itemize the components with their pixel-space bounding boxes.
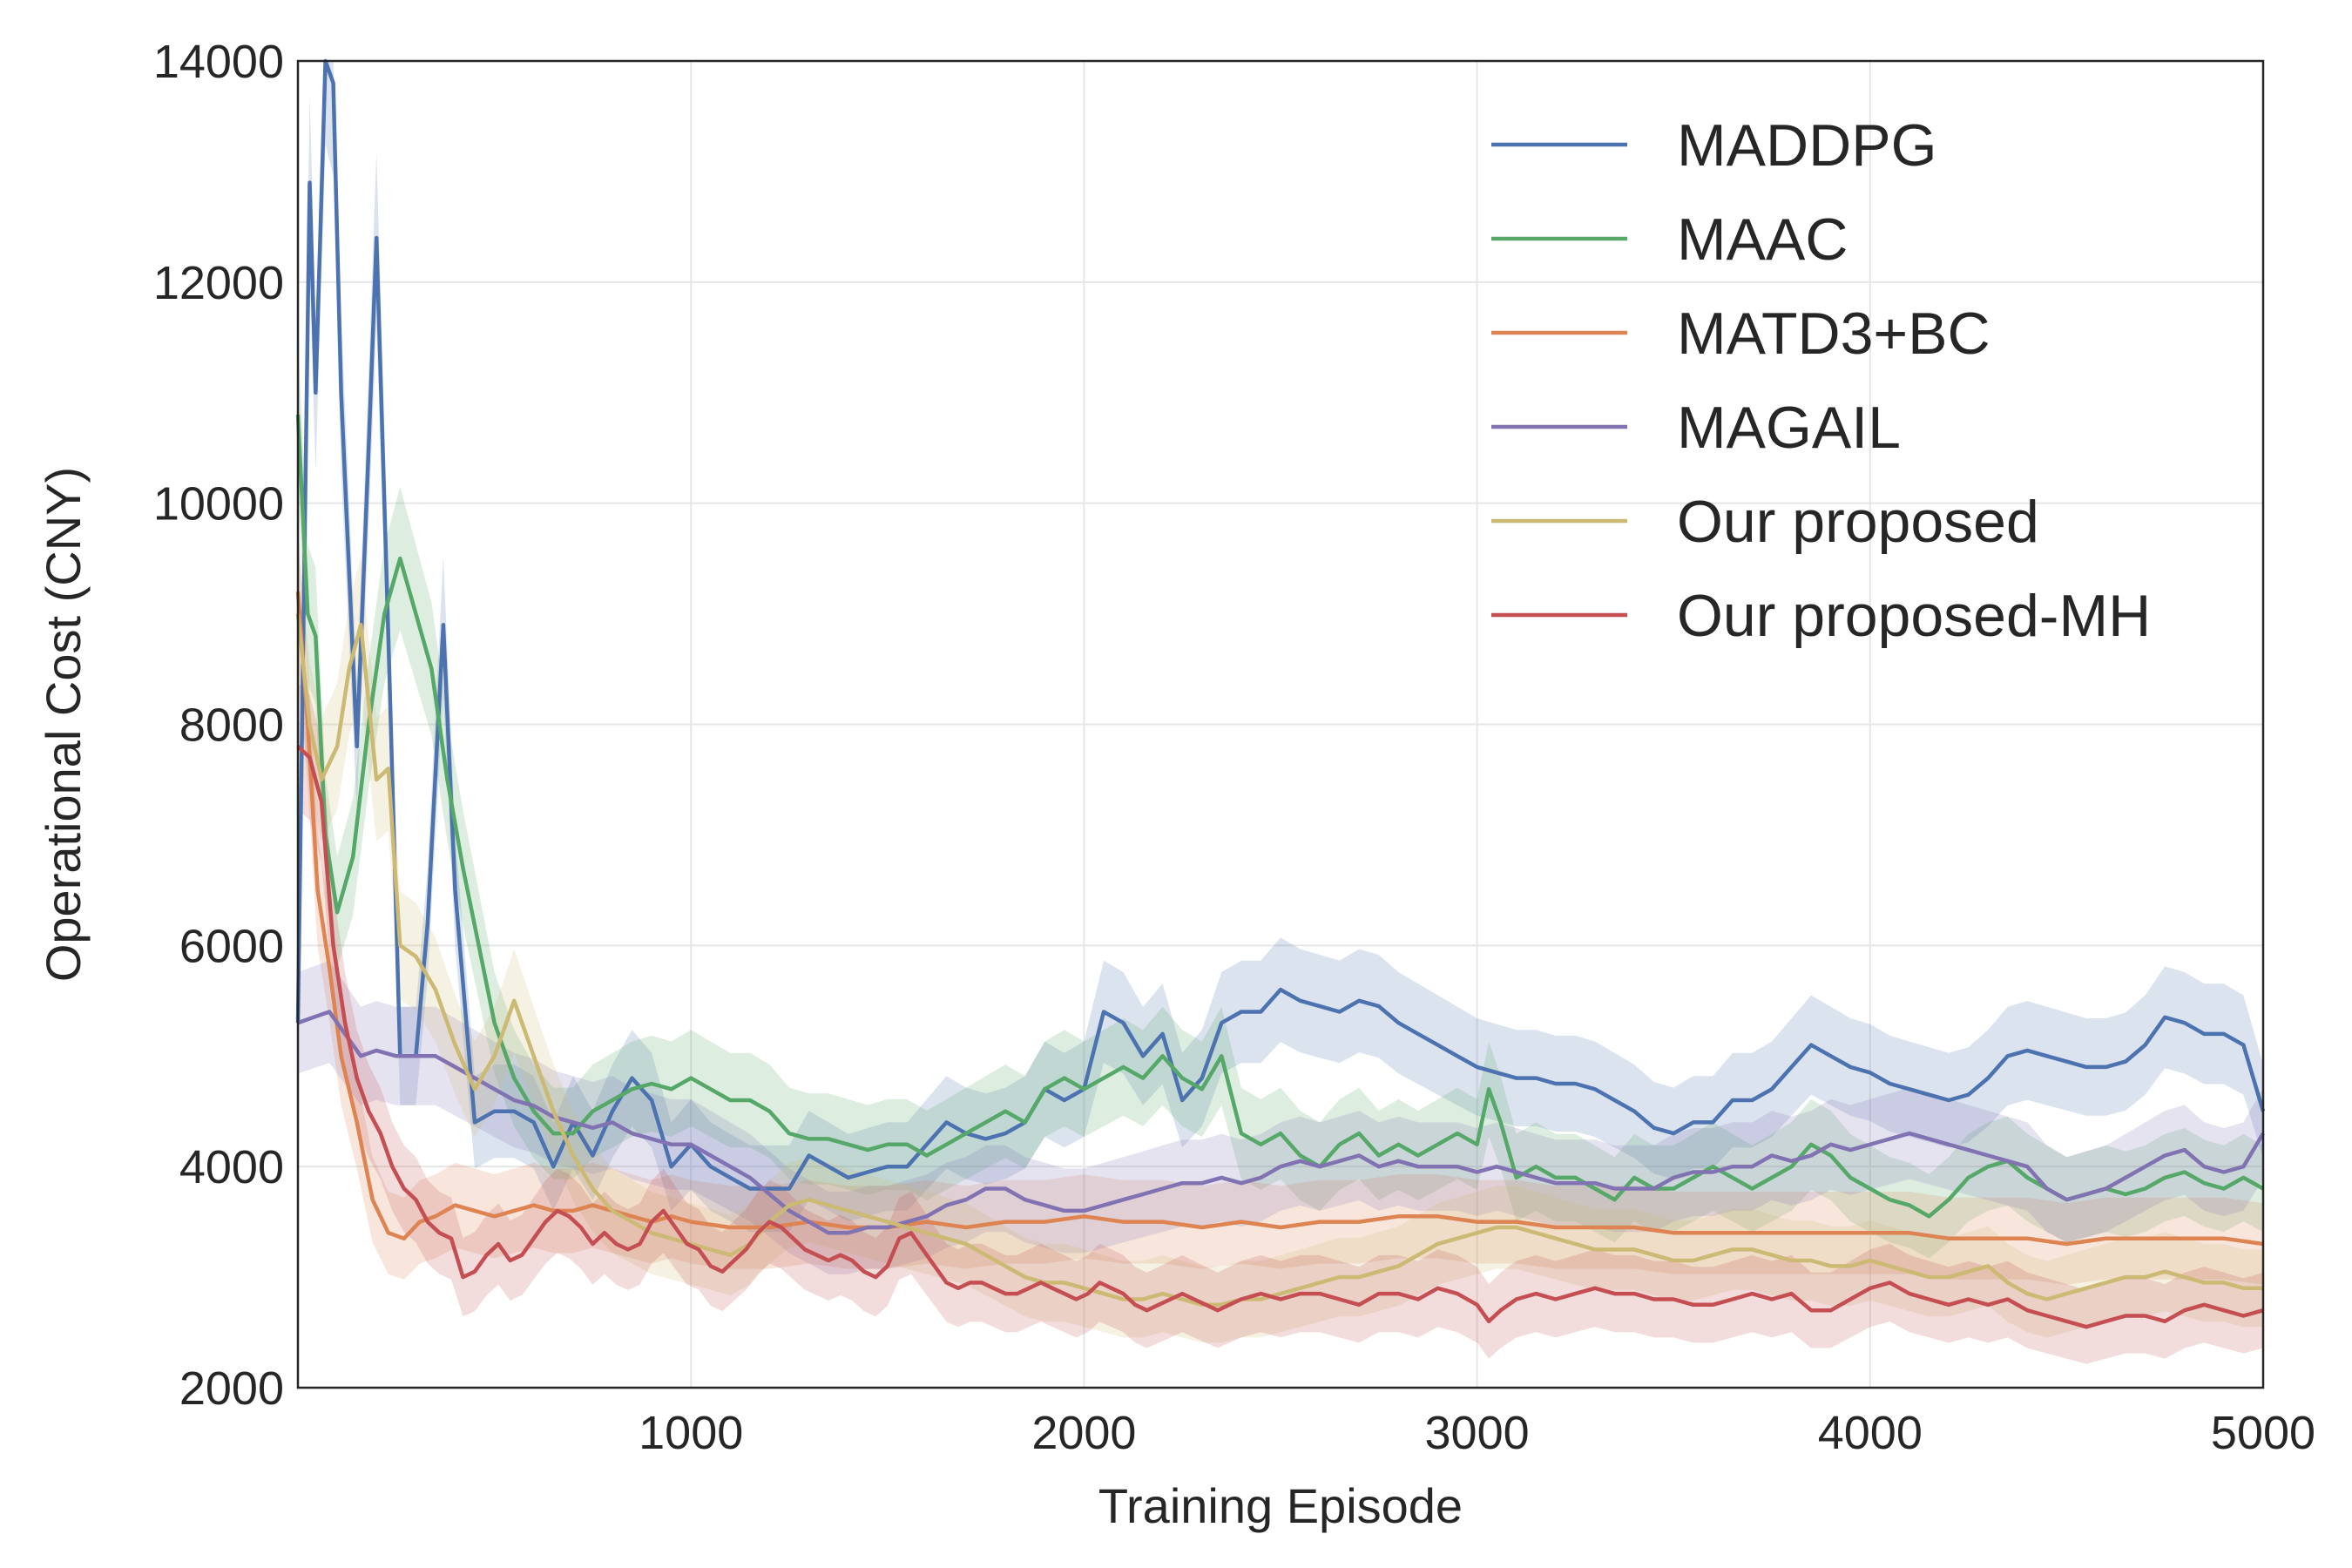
our-proposed-band xyxy=(298,544,2263,1343)
legend-label-maddpg: MADDPG xyxy=(1677,112,1936,179)
x-tick-label: 1000 xyxy=(639,1407,743,1459)
our-proposed-mh-line xyxy=(296,745,2264,1329)
y-axis-ticks: 2000 4000 6000 8000 10000 12000 14000 xyxy=(153,36,284,1415)
x-axis-title: Training Episode xyxy=(1098,1478,1463,1533)
x-tick-label: 4000 xyxy=(1818,1407,1923,1459)
y-tick-label: 12000 xyxy=(153,257,284,309)
confidence-bands xyxy=(298,61,2263,1364)
maac-band xyxy=(298,336,2263,1259)
maddpg-band xyxy=(298,61,2263,1233)
legend-label-magail: MAGAIL xyxy=(1677,395,1901,461)
x-tick-label: 3000 xyxy=(1425,1407,1530,1459)
legend-label-our-proposed: Our proposed xyxy=(1677,489,2039,555)
x-axis-ticks: 1000 2000 3000 4000 5000 xyxy=(639,1407,2315,1459)
series-lines xyxy=(295,58,2266,1329)
y-tick-label: 10000 xyxy=(153,478,284,531)
legend-label-matd3-bc: MATD3+BC xyxy=(1677,301,1990,367)
magail-band xyxy=(298,960,2263,1274)
matd3-bc-band xyxy=(298,521,2263,1285)
maddpg-line xyxy=(295,58,2266,1191)
y-tick-label: 2000 xyxy=(179,1362,284,1415)
legend: MADDPG MAAC MATD3+BC MAGAIL Our proposed Our … xyxy=(1491,112,2151,649)
legend-label-our-proposed-mh: Our proposed-MH xyxy=(1677,583,2151,649)
magail-line xyxy=(297,1010,2265,1235)
x-tick-label: 5000 xyxy=(2211,1407,2315,1459)
our-proposed-line xyxy=(295,613,2263,1308)
y-tick-label: 8000 xyxy=(179,700,284,752)
matd3-bc-line xyxy=(295,591,2264,1247)
gridlines xyxy=(298,60,2264,1389)
our-proposed-mh-band xyxy=(298,683,2263,1364)
y-axis-title: Operational Cost (CNY) xyxy=(36,467,91,982)
legend-label-maac: MAAC xyxy=(1677,206,1848,273)
x-tick-label: 2000 xyxy=(1031,1407,1136,1459)
y-tick-label: 4000 xyxy=(179,1141,284,1193)
plot-frame xyxy=(296,59,2265,1389)
y-tick-label: 6000 xyxy=(179,920,284,972)
y-tick-label: 14000 xyxy=(153,36,284,88)
